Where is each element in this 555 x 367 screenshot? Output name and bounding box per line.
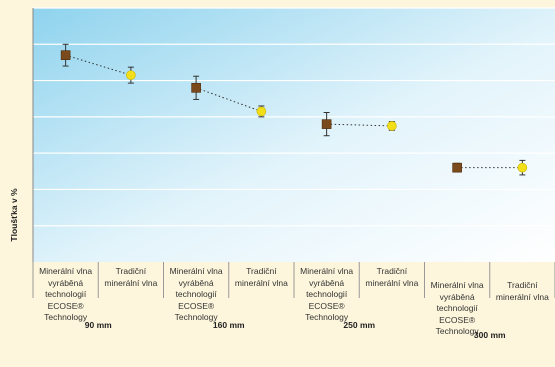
ecose-data-point — [191, 83, 201, 93]
ecose-data-point — [60, 50, 71, 60]
traditional-data-point — [256, 106, 267, 117]
group-label: 160 mm — [212, 320, 245, 330]
connector-line — [326, 123, 392, 127]
category-separators — [32, 262, 555, 298]
traditional-data-point — [387, 121, 397, 131]
category-label: Minerální vlna vyráběná technologií ECOS… — [169, 266, 223, 322]
connector-line — [65, 54, 132, 76]
gridlines — [33, 7, 555, 227]
y-axis-label-text: Tloušťka v % — [9, 188, 19, 242]
category-label: Tradiční minerální vlna — [365, 266, 419, 288]
category-label: Tradiční minerální vlna — [495, 280, 549, 302]
group-label: 250 mm — [343, 320, 376, 330]
ecose-data-point — [321, 119, 332, 129]
traditional-data-point — [126, 70, 136, 80]
ecose-data-point — [452, 162, 462, 173]
category-label: Minerální vlna vyráběná technologií ECOS… — [39, 266, 93, 322]
traditional-data-point — [517, 162, 528, 173]
data-marks — [60, 43, 528, 176]
category-label: Minerální vlna vyráběná technologií ECOS… — [430, 280, 484, 336]
group-label: 300 mm — [473, 330, 506, 340]
category-label: Minerální vlna vyráběná technologií ECOS… — [300, 266, 354, 322]
plot-background — [33, 8, 555, 262]
group-label: 90 mm — [84, 320, 112, 330]
category-label: Tradiční minerální vlna — [104, 266, 158, 288]
y-axis-label: Tloušťka v % — [9, 188, 19, 242]
category-label: Tradiční minerální vlna — [234, 266, 288, 288]
